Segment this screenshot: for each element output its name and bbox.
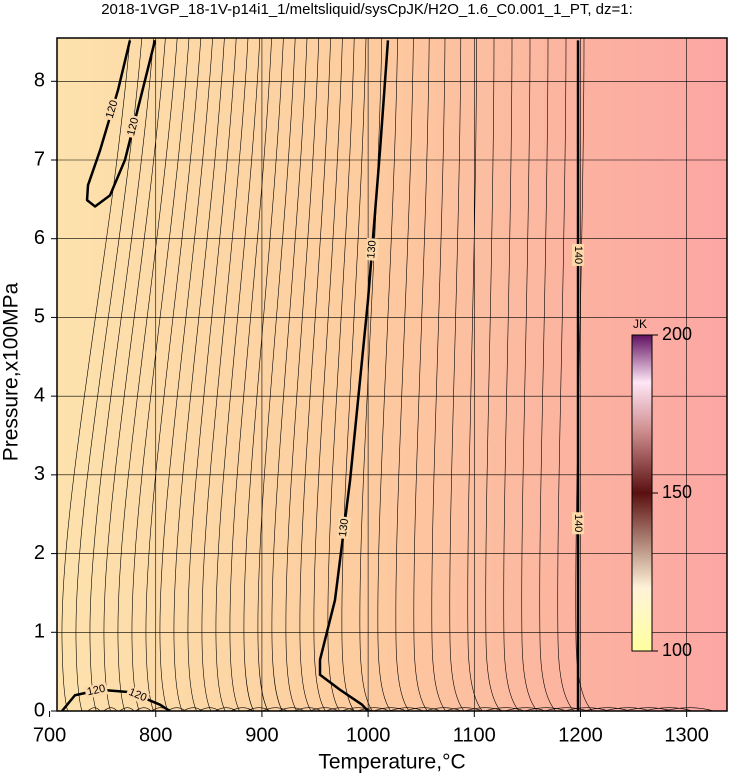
minor-contour bbox=[327, 38, 424, 711]
y-axis-label: Pressure,x100MPa bbox=[0, 282, 23, 461]
contour-label-bg bbox=[572, 512, 585, 535]
contour-label-bg bbox=[336, 516, 352, 540]
minor-contour bbox=[285, 38, 373, 711]
contour-label: 120 bbox=[104, 99, 121, 120]
contour-label-bg bbox=[103, 97, 122, 122]
colorbar-tick-label: 100 bbox=[662, 640, 692, 660]
minor-contour bbox=[145, 38, 203, 711]
minor-contour bbox=[377, 38, 483, 711]
colorbar-tick-label: 150 bbox=[662, 482, 692, 502]
minor-contour bbox=[187, 38, 254, 711]
minor-contour bbox=[215, 38, 288, 711]
minor-contour bbox=[575, 38, 714, 711]
minor-contour bbox=[229, 38, 305, 711]
y-tick-label: 8 bbox=[34, 70, 45, 92]
y-tick-label: 6 bbox=[34, 227, 45, 249]
minor-contour bbox=[89, 38, 154, 711]
plot-background bbox=[57, 38, 727, 711]
x-tick-label: 800 bbox=[139, 724, 172, 746]
x-tick-label: 900 bbox=[245, 724, 278, 746]
y-tick-label: 4 bbox=[34, 384, 45, 406]
minor-contour bbox=[61, 38, 131, 711]
minor-contour bbox=[467, 38, 588, 711]
x-axis-label: Temperature,°C bbox=[318, 751, 465, 774]
minor-contour bbox=[243, 38, 322, 711]
minor-contour bbox=[503, 38, 630, 711]
minor-contour bbox=[257, 38, 339, 711]
contour-label: 120 bbox=[125, 116, 141, 137]
contour-label: 140 bbox=[572, 246, 584, 264]
colorbar bbox=[631, 334, 653, 652]
minor-contour bbox=[103, 38, 166, 711]
x-tick-label: 1000 bbox=[346, 724, 391, 746]
y-tick-label: 0 bbox=[34, 699, 45, 721]
contour-label: 140 bbox=[572, 514, 584, 532]
contour-label: 130 bbox=[337, 518, 351, 538]
minor-contour bbox=[485, 38, 609, 711]
minor-contour bbox=[521, 38, 651, 711]
minor-contour bbox=[341, 38, 441, 711]
contour-line bbox=[61, 688, 171, 711]
contour-label-bg bbox=[125, 685, 151, 706]
contour-label-bg bbox=[572, 243, 585, 266]
y-tick-label: 7 bbox=[34, 148, 45, 170]
minor-contour bbox=[75, 38, 143, 711]
colorbar-tick-label: 200 bbox=[662, 324, 692, 344]
contour-label: 120 bbox=[86, 683, 107, 699]
contour-label-bg bbox=[84, 682, 109, 699]
y-tick-label: 5 bbox=[34, 306, 45, 328]
x-tick-label: 700 bbox=[33, 724, 66, 746]
minor-contour bbox=[201, 38, 271, 711]
chart-title: 2018-1VGP_18-1V-p14i1_1/meltsliquid/sysC… bbox=[101, 1, 633, 18]
minor-contour bbox=[557, 38, 693, 711]
minor-contour bbox=[313, 38, 407, 711]
contour-line bbox=[318, 40, 390, 711]
minor-contour bbox=[173, 38, 237, 711]
y-tick-label: 2 bbox=[34, 542, 45, 564]
minor-contour bbox=[539, 38, 672, 711]
y-tick-label: 1 bbox=[34, 621, 45, 643]
minor-contour bbox=[159, 38, 220, 711]
minor-contour bbox=[131, 38, 190, 711]
minor-contour bbox=[431, 38, 546, 711]
minor-contour bbox=[299, 38, 390, 711]
colorbar-label: JK bbox=[633, 317, 647, 331]
contour-label-bg bbox=[365, 238, 379, 261]
minor-contours bbox=[61, 38, 714, 711]
contour-label-bg bbox=[124, 114, 142, 139]
x-tick-label: 1100 bbox=[453, 724, 496, 746]
y-tick-label: 3 bbox=[34, 463, 45, 485]
minor-contour bbox=[271, 38, 356, 711]
minor-contour bbox=[117, 38, 178, 711]
minor-contour bbox=[449, 38, 567, 711]
minor-contour bbox=[395, 38, 504, 711]
x-tick-label: 1200 bbox=[558, 724, 603, 746]
x-tick-label: 1300 bbox=[664, 724, 709, 746]
plot-frame bbox=[56, 37, 728, 712]
contour-label: 130 bbox=[365, 240, 378, 259]
minor-contour bbox=[413, 38, 525, 711]
